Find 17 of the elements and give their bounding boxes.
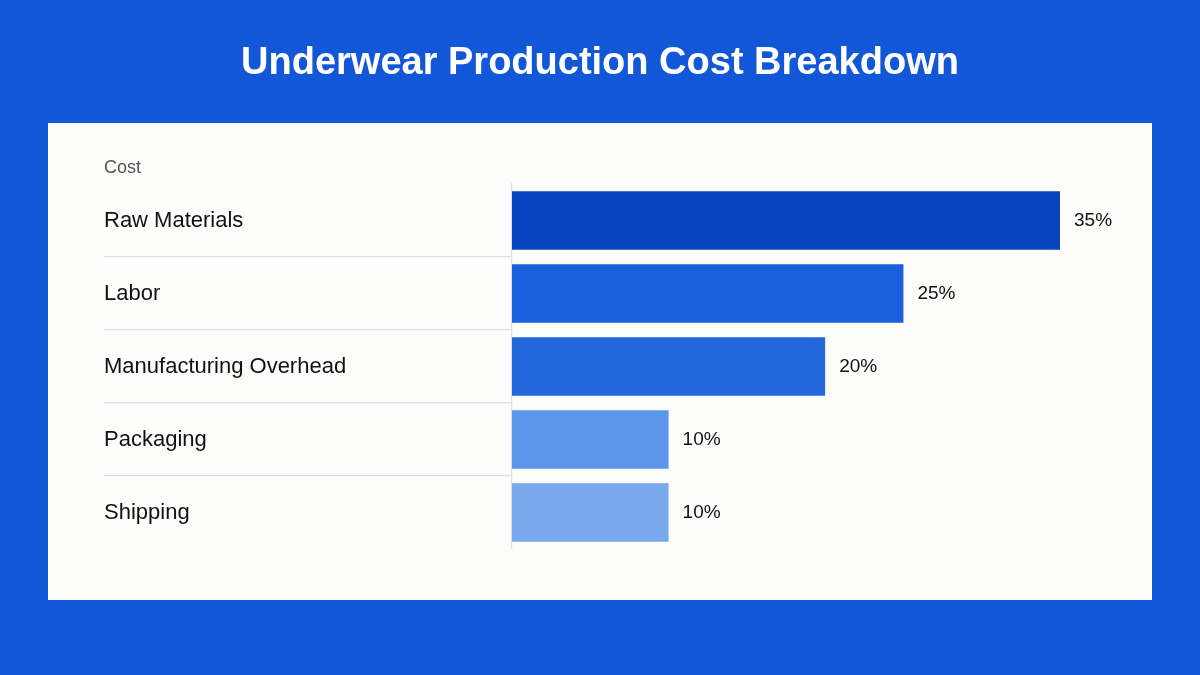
data-label: 35% xyxy=(1074,208,1113,230)
bar xyxy=(512,191,1060,250)
y-axis-title: Cost xyxy=(104,156,142,177)
y-tick-label: Manufacturing Overhead xyxy=(104,352,347,378)
y-tick-label: Labor xyxy=(104,279,161,305)
y-tick-label: Shipping xyxy=(104,498,190,524)
chart-title: Underwear Production Cost Breakdown xyxy=(240,39,960,84)
bar xyxy=(512,483,669,542)
data-label: 10% xyxy=(682,500,721,522)
bar xyxy=(512,264,904,323)
bar xyxy=(512,337,826,396)
y-tick-label: Raw Materials xyxy=(104,206,244,232)
data-label: 25% xyxy=(917,281,956,303)
data-label: 20% xyxy=(839,354,878,376)
data-label: 10% xyxy=(682,427,721,449)
bar xyxy=(512,410,669,469)
y-tick-label: Packaging xyxy=(104,425,207,451)
